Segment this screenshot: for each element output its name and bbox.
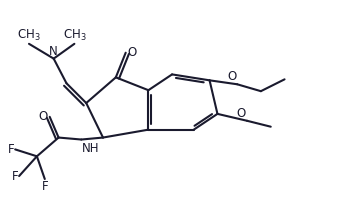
Text: CH$_3$: CH$_3$ <box>17 28 41 43</box>
Text: F: F <box>12 169 18 182</box>
Text: F: F <box>7 143 14 156</box>
Text: NH: NH <box>82 143 100 155</box>
Text: O: O <box>128 46 137 59</box>
Text: CH$_3$: CH$_3$ <box>63 28 86 43</box>
Text: O: O <box>227 70 236 83</box>
Text: F: F <box>41 180 48 193</box>
Text: O: O <box>237 107 246 120</box>
Text: O: O <box>39 110 48 123</box>
Text: N: N <box>49 45 58 58</box>
